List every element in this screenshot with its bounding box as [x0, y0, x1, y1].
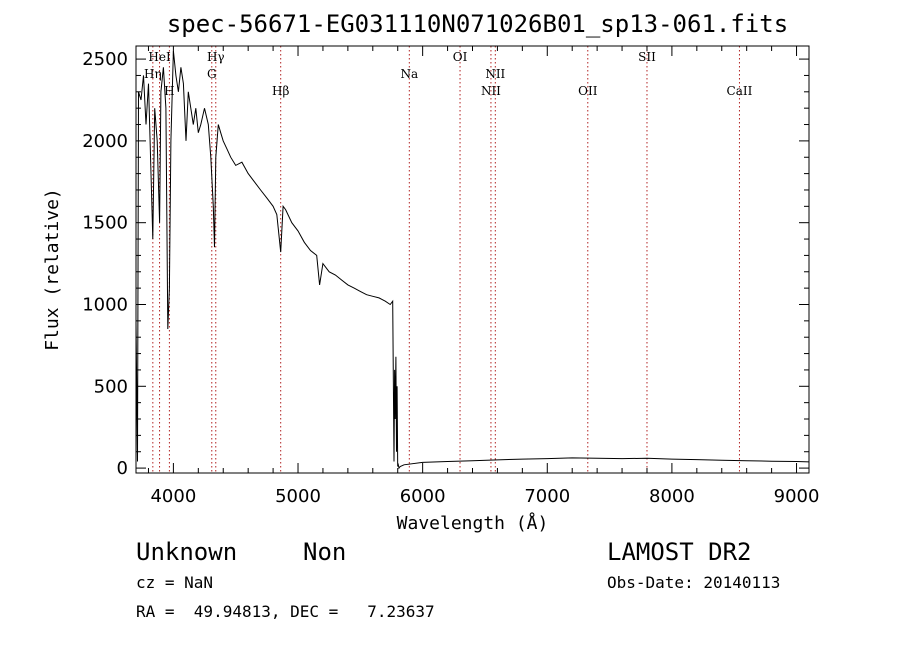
x-axis-label: Wavelength (Å) — [397, 512, 549, 534]
cz-text: cz = NaN — [136, 573, 214, 592]
obs-date-text: Obs-Date: 20140113 — [607, 573, 781, 592]
spectral-line-label: Hγ — [207, 50, 225, 64]
spectral-line-label: G — [207, 67, 217, 81]
object-subclass-text: Non — [303, 538, 347, 566]
spectral-line-label: Hη — [144, 67, 162, 81]
object-class-text: Unknown — [136, 538, 238, 566]
spectral-line-label: OII — [578, 84, 598, 98]
x-tick-label: 6000 — [400, 486, 446, 507]
coordinates-text: RA = 49.94813, DEC = 7.23637 — [136, 602, 435, 621]
survey-text: LAMOST DR2 — [607, 538, 752, 566]
x-tick-label: 9000 — [774, 486, 820, 507]
x-tick-label: 5000 — [275, 486, 321, 507]
y-tick-label: 2500 — [82, 49, 128, 70]
x-tick-label: 4000 — [150, 486, 196, 507]
spectral-line-label: HeI — [148, 50, 171, 64]
spectral-line-label: NII — [481, 84, 501, 98]
y-tick-label: 1000 — [82, 294, 128, 315]
spectral-line-label: Na — [400, 67, 418, 81]
spectral-line-label: H — [164, 84, 174, 98]
y-axis-label: Flux (relative) — [42, 188, 63, 351]
y-tick-label: 0 — [117, 458, 128, 479]
spectral-line-label: OI — [453, 50, 468, 64]
spectral-line-label: NII — [485, 67, 505, 81]
spectral-line-label: CaII — [727, 84, 753, 98]
plot-frame — [135, 45, 810, 474]
spectral-line-label: SII — [638, 50, 656, 64]
y-tick-label: 1500 — [82, 213, 128, 234]
y-tick-label: 2000 — [82, 131, 128, 152]
chart-title: spec-56671-EG031110N071026B01_sp13-061.f… — [167, 10, 788, 38]
x-tick-label: 8000 — [649, 486, 695, 507]
spectral-line-label: Hβ — [272, 84, 289, 98]
x-tick-label: 7000 — [524, 486, 570, 507]
spectrum-line — [135, 50, 810, 470]
y-tick-label: 500 — [94, 376, 128, 397]
